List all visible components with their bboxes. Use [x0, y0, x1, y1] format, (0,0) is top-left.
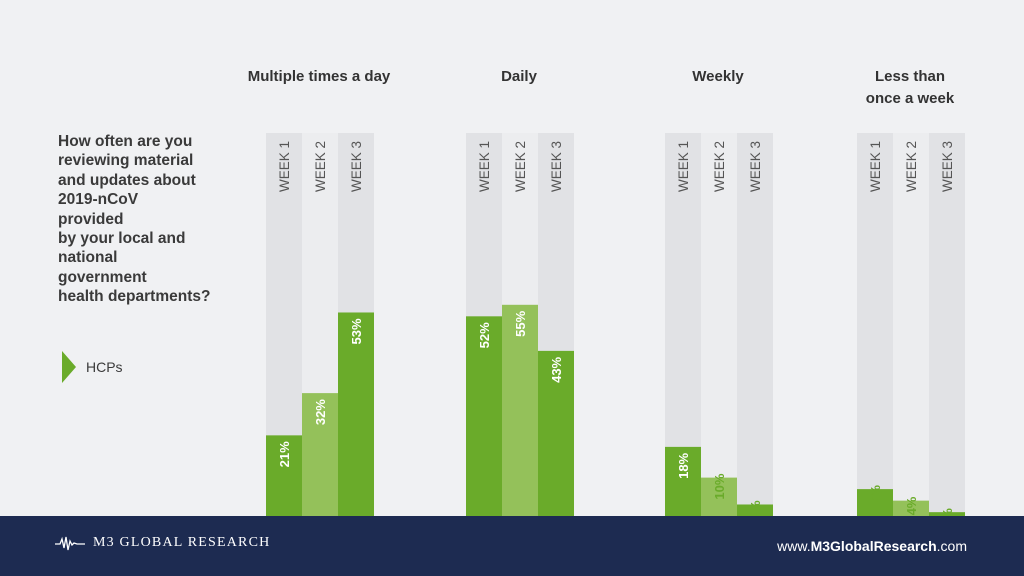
week-label: WEEK 1 — [676, 141, 691, 192]
question-line: and updates about — [58, 171, 196, 189]
website-link[interactable]: www.M3GlobalResearch.com — [777, 538, 967, 554]
bar — [266, 435, 302, 516]
data-label: 10% — [712, 473, 727, 499]
bar — [701, 477, 737, 516]
bar — [737, 504, 773, 516]
week-label: WEEK 1 — [477, 141, 492, 192]
logo-text: M3 GLOBAL RESEARCH — [93, 535, 271, 550]
week-label: WEEK 2 — [513, 141, 528, 192]
question-line: government — [58, 268, 147, 286]
data-label: 7% — [868, 485, 883, 504]
bar — [466, 316, 502, 516]
question-line: 2019-nCoV — [58, 191, 139, 209]
url-brand: M3GlobalResearch — [810, 538, 937, 554]
bar — [302, 393, 338, 516]
week-label: WEEK 1 — [868, 141, 883, 192]
data-label: 32% — [313, 399, 328, 425]
pulse-icon — [55, 536, 85, 551]
category-title: Weekly — [692, 68, 744, 85]
column-background — [701, 133, 737, 516]
category-title: Multiple times a day — [248, 68, 391, 85]
data-label: 3% — [748, 500, 763, 516]
bar — [338, 312, 374, 516]
week-label: WEEK 1 — [277, 141, 292, 192]
logo: M3 GLOBAL RESEARCH — [55, 535, 270, 551]
url-suffix: .com — [936, 538, 967, 554]
question-line: health departments? — [58, 288, 211, 306]
column-background — [857, 133, 893, 516]
bar — [665, 446, 701, 516]
week-label: WEEK 2 — [712, 141, 727, 192]
week-label: WEEK 3 — [349, 141, 364, 192]
legend: HCPs — [62, 351, 123, 383]
data-label: 55% — [513, 310, 528, 336]
bar — [893, 500, 929, 516]
week-label: WEEK 3 — [549, 141, 564, 192]
column-background — [737, 133, 773, 516]
legend-arrow-icon — [62, 351, 76, 383]
week-label: WEEK 2 — [313, 141, 328, 192]
category-title: Less than — [875, 68, 945, 85]
week-label: WEEK 3 — [748, 141, 763, 192]
bar — [857, 489, 893, 516]
column-background — [929, 133, 965, 516]
question-line: by your local and — [58, 230, 186, 248]
category-title: once a week — [866, 90, 955, 107]
url-prefix: www. — [777, 538, 811, 554]
column-background — [893, 133, 929, 516]
bar — [929, 512, 965, 516]
question-line: national — [58, 249, 118, 267]
question-line: provided — [58, 210, 124, 228]
data-label: 1% — [940, 508, 955, 516]
legend-label: HCPs — [86, 359, 123, 375]
bar-chart: Multiple times a day WEEK 1 21% WEEK 2 32% WE… — [248, 68, 965, 516]
week-label: WEEK 2 — [904, 141, 919, 192]
data-label: 21% — [277, 441, 292, 467]
data-label: 43% — [549, 356, 564, 382]
question-line: How often are you — [58, 133, 193, 150]
week-label: WEEK 3 — [940, 141, 955, 192]
question-text: How often are you reviewing material and… — [58, 132, 248, 307]
data-label: 4% — [904, 496, 919, 515]
footer: M3 GLOBAL RESEARCH www.M3GlobalResearch.… — [0, 516, 1024, 576]
category-title: Daily — [501, 68, 538, 85]
bar — [538, 350, 574, 516]
data-label: 18% — [676, 452, 691, 478]
question-line: reviewing material — [58, 152, 194, 170]
data-label: 52% — [477, 322, 492, 348]
bar — [502, 304, 538, 516]
data-label: 53% — [349, 318, 364, 344]
